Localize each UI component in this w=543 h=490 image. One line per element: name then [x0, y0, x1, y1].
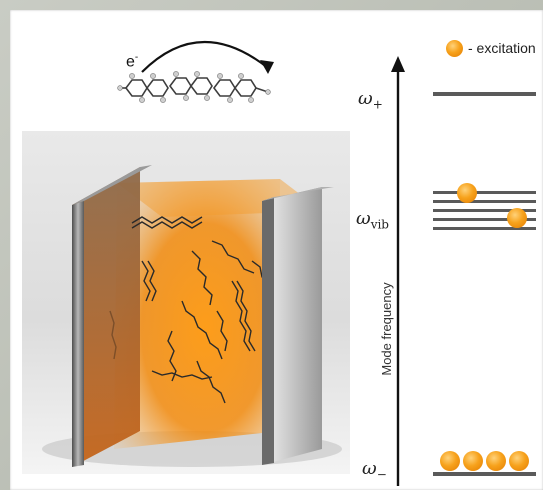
molecule-chain-icon	[117, 71, 271, 103]
vib-level-line	[433, 227, 536, 230]
electron-label: e-	[126, 52, 139, 71]
lower-polariton-level	[433, 472, 536, 476]
omega-plus-label: ω+	[358, 88, 383, 112]
excitation-dot	[507, 208, 527, 228]
excitation-dot	[463, 451, 483, 471]
right-mirror	[262, 187, 334, 465]
lower-excitations	[440, 451, 536, 473]
figure-panel: - excitation e-	[10, 10, 543, 490]
cavity-illustration	[22, 131, 350, 474]
legend-label: - excitation	[468, 40, 536, 56]
upper-polariton-level	[433, 92, 536, 96]
legend: - excitation	[446, 38, 543, 60]
energy-axis	[391, 56, 405, 486]
electron-transfer-arrow	[141, 40, 274, 74]
excitation-dot	[509, 451, 529, 471]
excitation-dot	[440, 451, 460, 471]
left-mirror	[72, 165, 152, 467]
vib-level-line	[433, 209, 536, 212]
omega-vib-label: ωvib	[356, 208, 389, 232]
vib-level-line	[433, 191, 536, 194]
excitation-dot	[486, 451, 506, 471]
vib-level-line	[433, 218, 536, 221]
vib-level-line	[433, 200, 536, 203]
omega-minus-label: ω−	[362, 458, 387, 482]
excitation-marker-icon	[446, 40, 463, 57]
vibrational-levels	[433, 183, 536, 231]
cavity-scene	[42, 165, 342, 467]
cavity-glow	[114, 179, 280, 449]
excitation-dot	[457, 183, 477, 203]
axis-title: Mode frequency	[379, 282, 394, 376]
